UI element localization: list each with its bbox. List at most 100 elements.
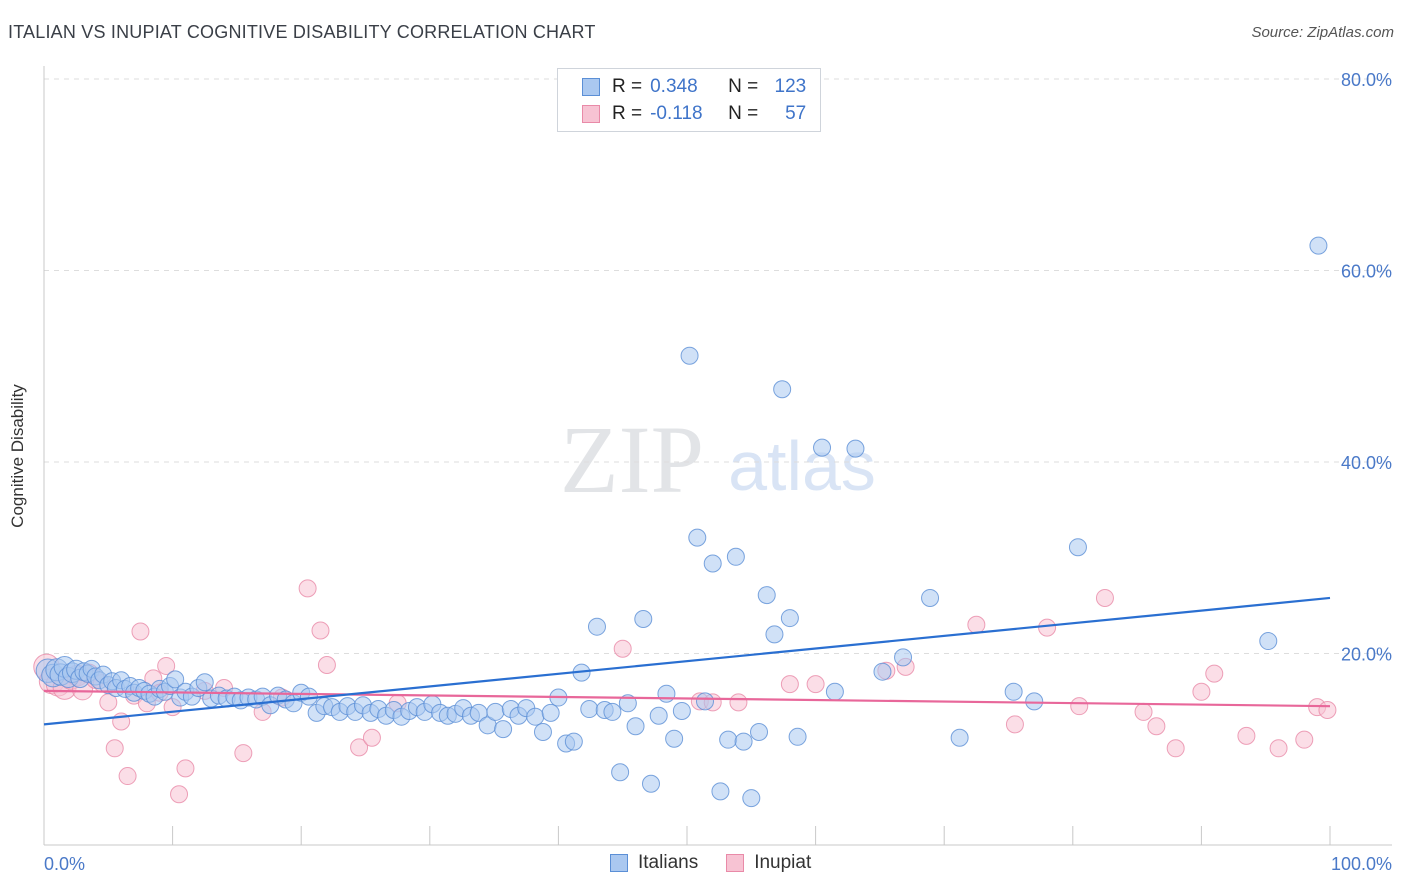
correlation-legend: R = 0.348 N = 123 R = -0.118 N = 57	[557, 68, 821, 132]
inupiat-point	[1005, 715, 1024, 734]
watermark: ZIP atlas	[560, 406, 876, 513]
x-tick-label: 100.0%	[1331, 854, 1392, 874]
italian-point	[526, 707, 545, 726]
trend-lines	[43, 596, 1331, 726]
y-tick-label: 20.0%	[1341, 645, 1392, 665]
inupiat-point	[1269, 739, 1288, 758]
inupiat-point	[170, 785, 189, 804]
inupiat-point	[1147, 717, 1166, 736]
tick-labels: 20.0% 40.0% 60.0% 80.0% 0.0% 100.0%	[44, 70, 1392, 874]
italian-point	[1259, 632, 1278, 651]
italian-point	[166, 670, 185, 689]
y-tick-label: 60.0%	[1341, 262, 1392, 282]
italian-point	[580, 700, 599, 719]
italian-r-value: 0.348	[650, 76, 698, 97]
inupiat-point	[131, 622, 150, 641]
italian-point	[719, 730, 738, 749]
axes	[43, 66, 1392, 846]
inupiat-point	[118, 767, 137, 786]
italian-point	[726, 547, 745, 566]
watermark-atlas: atlas	[728, 427, 876, 505]
italian-point	[780, 609, 799, 628]
italian-point	[846, 439, 865, 458]
italian-point	[703, 554, 722, 573]
italian-point	[626, 717, 645, 736]
italian-point	[603, 702, 622, 721]
watermark-zip: ZIP	[560, 406, 704, 513]
inupiat-n-value: 57	[785, 103, 807, 124]
italian-point	[1004, 682, 1023, 701]
inupiat-swatch	[582, 105, 600, 123]
italian-point	[657, 684, 676, 703]
italian-point	[486, 702, 505, 721]
italian-n-label: N =	[728, 76, 759, 97]
inupiat-point	[176, 759, 195, 778]
inupiat-point	[1318, 700, 1337, 719]
italian-point	[696, 692, 715, 711]
italian-point	[641, 774, 660, 793]
inupiat-point	[729, 693, 748, 712]
italian-point	[788, 727, 807, 746]
inupiat-point	[1070, 697, 1089, 716]
italian-point	[672, 701, 691, 720]
italian-trend-line	[43, 596, 1331, 726]
italian-point	[680, 346, 699, 365]
italian-point	[950, 728, 969, 747]
inupiat-point	[1166, 739, 1185, 758]
italian-point	[665, 729, 684, 748]
inupiat-point	[317, 655, 336, 674]
italian-point	[634, 610, 653, 629]
y-tick-label: 80.0%	[1341, 70, 1392, 90]
inupiat-point	[298, 579, 317, 598]
italian-point	[1309, 236, 1328, 255]
italian-point	[299, 687, 318, 706]
inupiat-r-label: R =	[612, 103, 643, 124]
italian-point	[742, 789, 761, 808]
legend-row-inupiat: R = -0.118 N = 57	[582, 102, 806, 126]
italian-point	[773, 380, 792, 399]
x-tick-label: 0.0%	[44, 854, 85, 874]
inupiat-point	[1038, 618, 1057, 637]
italian-point	[873, 662, 892, 681]
italian-r-label: R =	[612, 76, 643, 97]
italian-point	[195, 673, 214, 692]
italian-point	[1025, 692, 1044, 711]
italian-point	[533, 723, 552, 742]
inupiat-point	[1205, 664, 1224, 683]
inupiat-point	[157, 656, 176, 675]
italians-legend-swatch	[610, 854, 628, 872]
inupiat-point	[1192, 682, 1211, 701]
inupiat-point	[311, 621, 330, 640]
italian-point	[711, 782, 730, 801]
inupiat-point	[350, 738, 369, 757]
inupiat-r-value: -0.118	[650, 103, 703, 124]
inupiat-point	[1134, 702, 1153, 721]
italian-point	[734, 732, 753, 751]
inupiat-legend-label: Inupiat	[754, 852, 812, 873]
inupiat-point	[967, 615, 986, 634]
italian-point	[541, 703, 560, 722]
italian-points	[35, 236, 1328, 808]
italian-point	[494, 720, 513, 739]
inupiat-point	[1237, 726, 1256, 745]
legend-row-italians: R = 0.348 N = 123	[582, 75, 806, 99]
italian-point	[1068, 538, 1087, 557]
inupiat-point	[234, 744, 253, 763]
italian-point	[587, 617, 606, 636]
italian-n-value: 123	[774, 76, 807, 97]
italian-point	[894, 648, 913, 667]
italian-point	[688, 528, 707, 547]
italian-point	[750, 723, 769, 742]
y-tick-label: 40.0%	[1341, 453, 1392, 473]
inupiat-point	[362, 728, 381, 747]
inupiat-n-label: N =	[728, 103, 759, 124]
italian-point	[757, 586, 776, 605]
inupiat-point	[780, 675, 799, 694]
italian-point	[825, 682, 844, 701]
inupiat-point	[1095, 588, 1114, 607]
series-legend: Italians Inupiat	[610, 852, 839, 874]
italian-swatch	[582, 78, 600, 96]
legend-item-inupiat: Inupiat	[726, 852, 811, 874]
italian-point	[765, 625, 784, 644]
